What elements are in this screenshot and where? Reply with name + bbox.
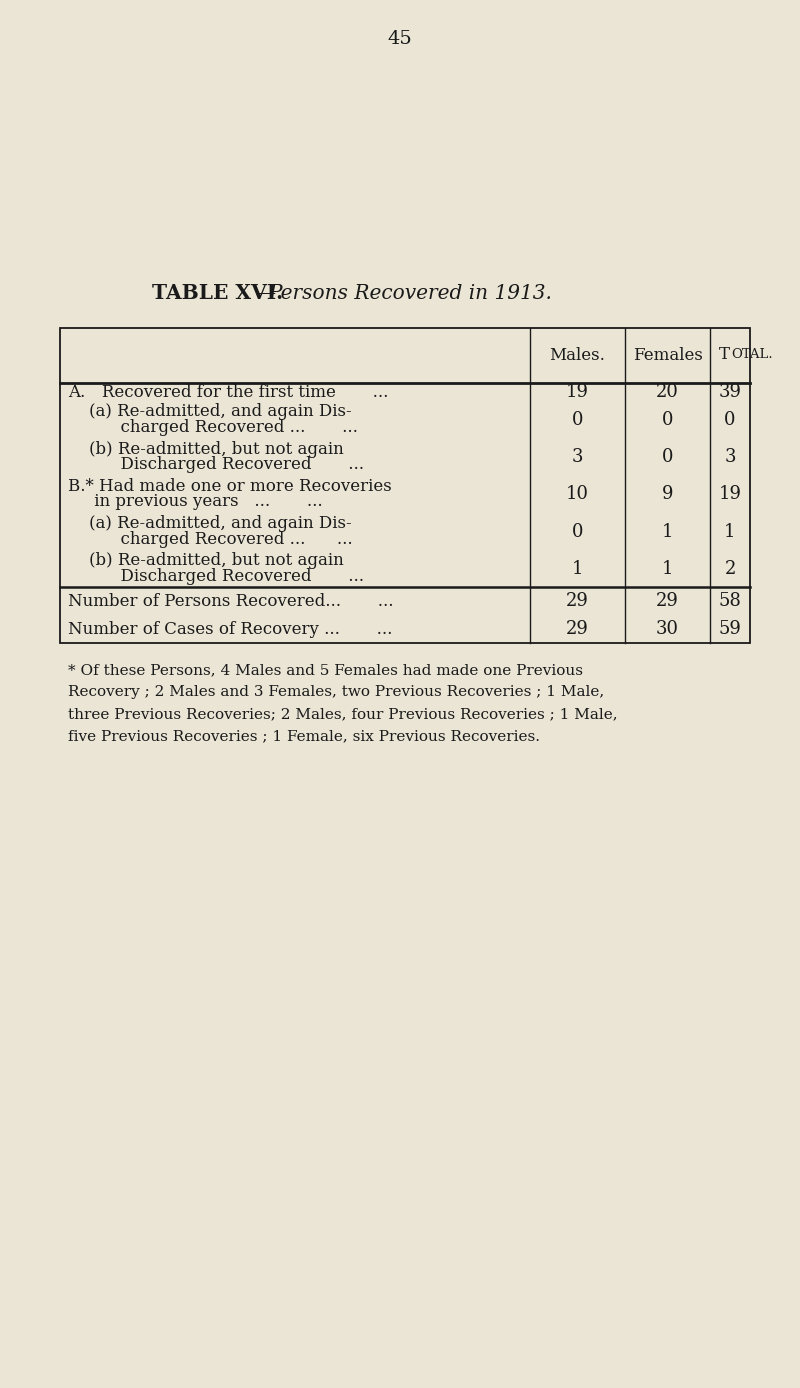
Text: Recovery ; 2 Males and 3 Females, two Previous Recoveries ; 1 Male,: Recovery ; 2 Males and 3 Females, two Pr… bbox=[68, 686, 604, 700]
Text: 20: 20 bbox=[656, 383, 679, 401]
Text: 0: 0 bbox=[572, 411, 583, 429]
Text: 9: 9 bbox=[662, 486, 674, 504]
Text: 45: 45 bbox=[388, 31, 412, 49]
Text: OTAL.: OTAL. bbox=[731, 348, 773, 361]
Text: Persons Recovered in 1913.: Persons Recovered in 1913. bbox=[268, 283, 552, 303]
Text: (b) Re-admitted, but not again: (b) Re-admitted, but not again bbox=[68, 440, 344, 458]
Text: charged Recovered ...      ...: charged Recovered ... ... bbox=[68, 530, 353, 547]
Text: 0: 0 bbox=[662, 448, 674, 466]
Text: 3: 3 bbox=[572, 448, 583, 466]
Text: 59: 59 bbox=[718, 620, 742, 638]
Text: (a) Re-admitted, and again Dis-: (a) Re-admitted, and again Dis- bbox=[68, 404, 352, 421]
Text: 0: 0 bbox=[724, 411, 736, 429]
Text: 29: 29 bbox=[656, 593, 679, 611]
Text: 30: 30 bbox=[656, 620, 679, 638]
Text: 39: 39 bbox=[718, 383, 742, 401]
Text: (b) Re-admitted, but not again: (b) Re-admitted, but not again bbox=[68, 552, 344, 569]
Text: 1: 1 bbox=[572, 559, 583, 577]
Text: 2: 2 bbox=[724, 559, 736, 577]
Text: Discharged Recovered       ...: Discharged Recovered ... bbox=[68, 568, 364, 584]
Text: A. Recovered for the first time       ...: A. Recovered for the first time ... bbox=[68, 384, 388, 401]
Text: Females: Females bbox=[633, 347, 702, 364]
Text: 19: 19 bbox=[566, 383, 589, 401]
Text: 3: 3 bbox=[724, 448, 736, 466]
Text: 1: 1 bbox=[662, 522, 674, 540]
Text: Discharged Recovered       ...: Discharged Recovered ... bbox=[68, 457, 364, 473]
Text: (a) Re-admitted, and again Dis-: (a) Re-admitted, and again Dis- bbox=[68, 515, 352, 532]
Text: three Previous Recoveries; 2 Males, four Previous Recoveries ; 1 Male,: three Previous Recoveries; 2 Males, four… bbox=[68, 706, 618, 720]
Text: * Of these Persons, 4 Males and 5 Females had made one Previous: * Of these Persons, 4 Males and 5 Female… bbox=[68, 663, 583, 677]
Text: 29: 29 bbox=[566, 620, 589, 638]
Text: B.* Had made one or more Recoveries: B.* Had made one or more Recoveries bbox=[68, 477, 392, 494]
Text: Number of Persons Recovered...       ...: Number of Persons Recovered... ... bbox=[68, 593, 394, 609]
Text: 29: 29 bbox=[566, 593, 589, 611]
Text: 0: 0 bbox=[662, 411, 674, 429]
Text: 19: 19 bbox=[718, 486, 742, 504]
Text: 0: 0 bbox=[572, 522, 583, 540]
Text: 58: 58 bbox=[718, 593, 742, 611]
Bar bbox=[60, 328, 750, 643]
Text: Number of Cases of Recovery ...       ...: Number of Cases of Recovery ... ... bbox=[68, 620, 392, 637]
Text: in previous years   ...       ...: in previous years ... ... bbox=[68, 493, 322, 511]
Text: 1: 1 bbox=[662, 559, 674, 577]
Text: 10: 10 bbox=[566, 486, 589, 504]
Text: five Previous Recoveries ; 1 Female, six Previous Recoveries.: five Previous Recoveries ; 1 Female, six… bbox=[68, 729, 540, 743]
Text: Males.: Males. bbox=[550, 347, 606, 364]
Text: T: T bbox=[719, 346, 730, 364]
Text: TABLE XVI.: TABLE XVI. bbox=[152, 283, 283, 303]
Text: 1: 1 bbox=[724, 522, 736, 540]
Text: charged Recovered ...       ...: charged Recovered ... ... bbox=[68, 419, 358, 436]
Text: —: — bbox=[255, 283, 275, 303]
